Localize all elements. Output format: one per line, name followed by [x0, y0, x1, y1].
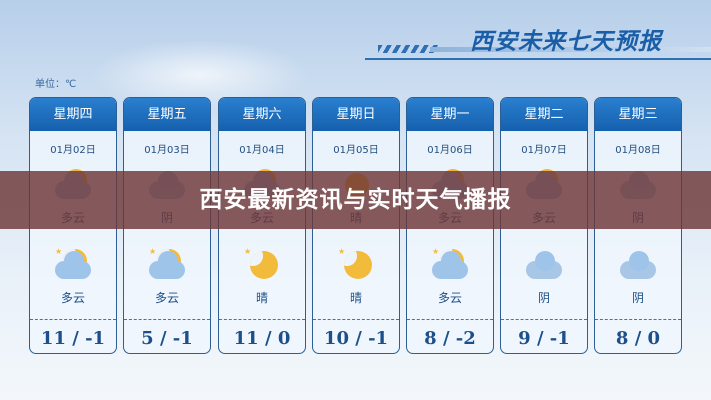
divider [30, 319, 116, 320]
divider [407, 319, 493, 320]
divider [313, 319, 399, 320]
temperature: 8 / -2 [424, 328, 476, 349]
partly-cloudy-night-icon: ★ [51, 247, 95, 285]
night-weather: 阴 [537, 291, 550, 305]
divider [219, 319, 305, 320]
weekday: 星期二 [501, 98, 587, 131]
divider [501, 319, 587, 320]
divider [595, 319, 681, 320]
night-weather: 晴 [349, 291, 362, 305]
night-weather: 多云 [154, 291, 179, 305]
weekday: 星期五 [124, 98, 210, 131]
temperature: 5 / -1 [141, 328, 193, 349]
title-underline [365, 58, 711, 60]
clear-night-icon: ★ [240, 247, 284, 285]
partly-cloudy-night-icon: ★ [145, 247, 189, 285]
temperature: 10 / -1 [323, 328, 389, 349]
date: 01月03日 [144, 145, 190, 156]
overcast-icon [616, 247, 660, 285]
weekday: 星期六 [219, 98, 305, 131]
date: 01月08日 [615, 145, 661, 156]
date: 01月07日 [521, 145, 567, 156]
date: 01月05日 [333, 145, 379, 156]
title-bar [430, 47, 711, 52]
weekday: 星期日 [313, 98, 399, 131]
weekday: 星期四 [30, 98, 116, 131]
temperature: 11 / -1 [40, 328, 106, 349]
night-weather: 晴 [255, 291, 268, 305]
title-decoration [378, 45, 438, 53]
temperature: 9 / -1 [518, 328, 570, 349]
overcast-icon [522, 247, 566, 285]
banner-headline: 西安最新资讯与实时天气播报 [0, 171, 711, 229]
forecast-card: 星期四 01月02日 多云 ★ 多云 11 / -1 [29, 97, 117, 354]
night-weather: 多云 [437, 291, 462, 305]
date: 01月06日 [427, 145, 473, 156]
weekday: 星期一 [407, 98, 493, 131]
temperature: 8 / 0 [615, 328, 661, 349]
page-title: 西安未来七天预报 [470, 29, 662, 55]
night-weather: 多云 [60, 291, 85, 305]
partly-cloudy-night-icon: ★ [428, 247, 472, 285]
clear-night-icon: ★ [334, 247, 378, 285]
divider [124, 319, 210, 320]
night-weather: 阴 [631, 291, 644, 305]
date: 01月02日 [50, 145, 96, 156]
date: 01月04日 [239, 145, 285, 156]
temperature: 11 / 0 [233, 328, 291, 349]
weekday: 星期三 [595, 98, 681, 131]
unit-label: 单位：℃ [35, 79, 77, 90]
